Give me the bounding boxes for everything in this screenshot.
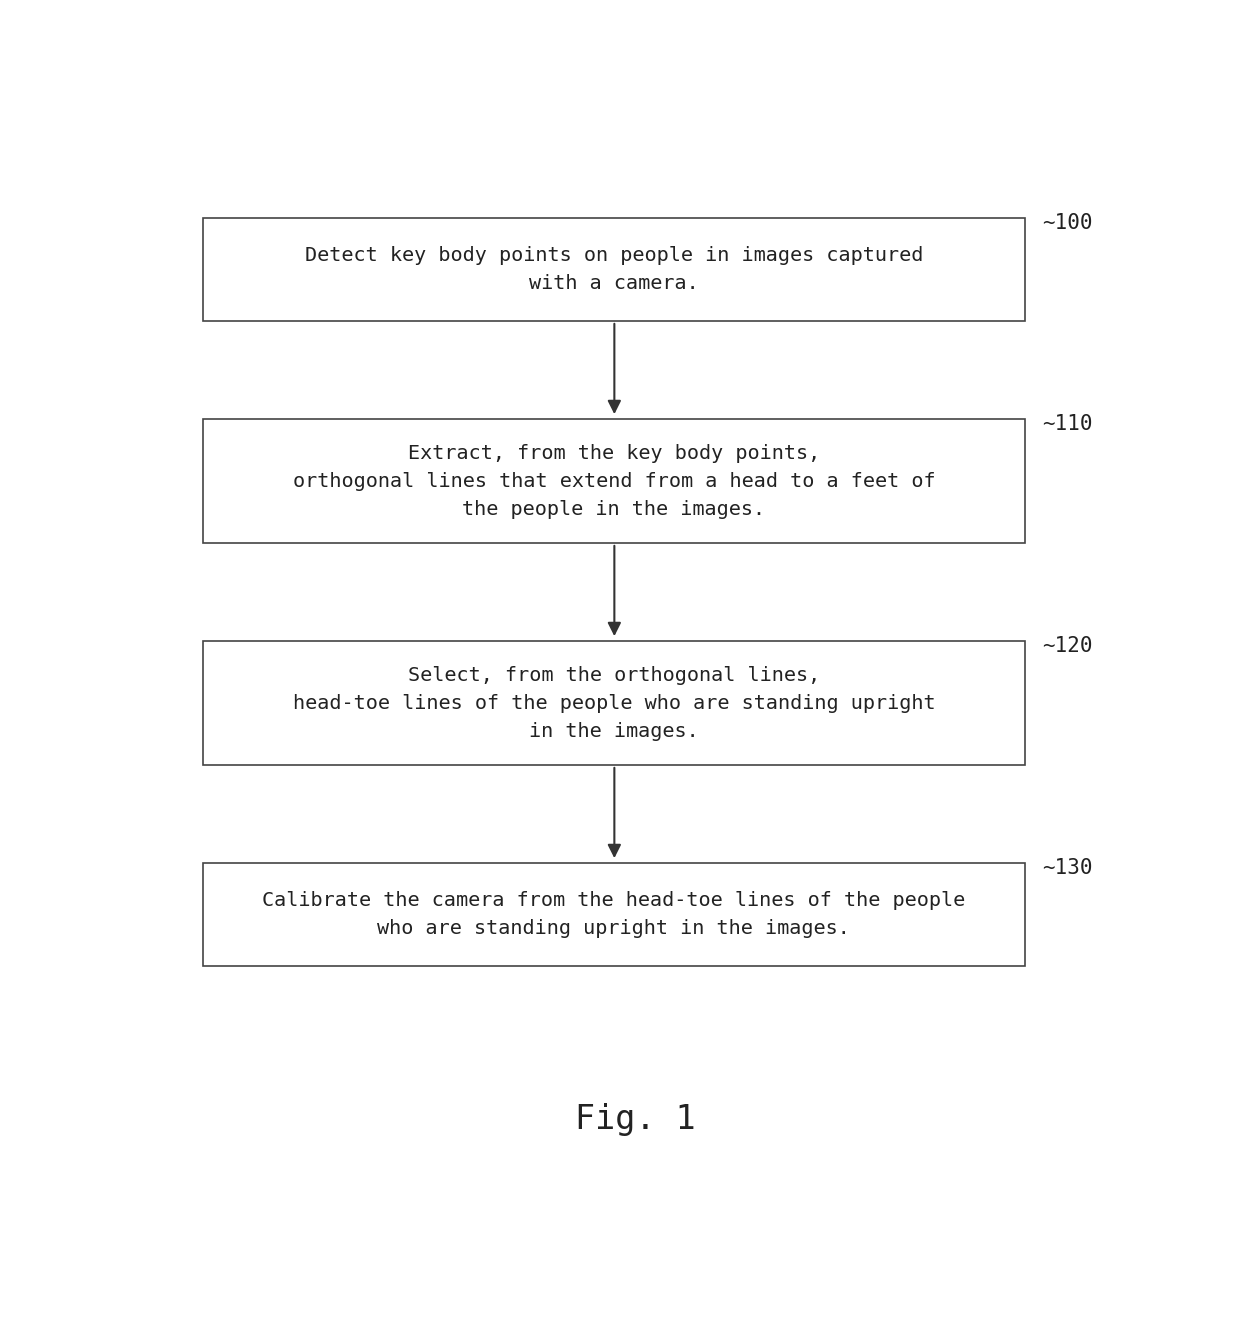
Text: ~110: ~110 (1042, 414, 1092, 434)
Text: Extract, from the key body points,
orthogonal lines that extend from a head to a: Extract, from the key body points, ortho… (293, 444, 935, 519)
Text: Select, from the orthogonal lines,
head-toe lines of the people who are standing: Select, from the orthogonal lines, head-… (293, 665, 935, 740)
Text: ~130: ~130 (1042, 858, 1092, 878)
Text: Detect key body points on people in images captured
with a camera.: Detect key body points on people in imag… (305, 245, 923, 292)
Text: Calibrate the camera from the head-toe lines of the people
who are standing upri: Calibrate the camera from the head-toe l… (262, 892, 966, 939)
Text: ~100: ~100 (1042, 213, 1092, 232)
FancyBboxPatch shape (203, 217, 1024, 320)
FancyBboxPatch shape (203, 864, 1024, 967)
Text: ~120: ~120 (1042, 636, 1092, 656)
FancyBboxPatch shape (203, 641, 1024, 764)
Text: Fig. 1: Fig. 1 (575, 1102, 696, 1136)
FancyBboxPatch shape (203, 418, 1024, 543)
